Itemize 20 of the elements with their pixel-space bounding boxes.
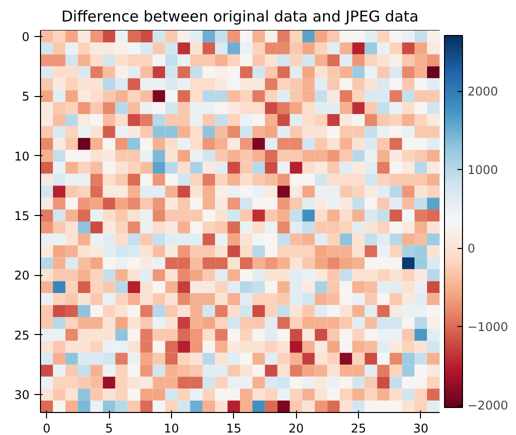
y-tick-label: 10 [14, 149, 30, 164]
x-tick-label: 5 [105, 422, 113, 435]
color-bar-label: −1000 [468, 320, 508, 334]
x-tick-label: 0 [42, 422, 51, 435]
x-tick-label: 20 [288, 422, 304, 435]
x-tick-label: 30 [413, 422, 428, 435]
y-tick-label: 30 [14, 388, 30, 402]
y-tick-label: 15 [14, 209, 30, 224]
chart-title: Difference between original data and JPEG data [61, 8, 419, 26]
y-tick-label: 20 [14, 268, 30, 283]
color-bar-label: 1000 [468, 163, 498, 178]
color-bar-label: 0 [468, 242, 476, 256]
y-tick-label: 0 [22, 30, 30, 44]
y-tick-label: 5 [22, 90, 30, 104]
x-tick-label: 15 [226, 422, 242, 435]
color-bar-label: 2000 [468, 84, 498, 99]
y-tick-label: 25 [14, 328, 30, 342]
x-tick-label: 10 [164, 422, 180, 435]
x-tick-label: 25 [350, 422, 366, 435]
color-bar-label: −2000 [468, 398, 508, 413]
